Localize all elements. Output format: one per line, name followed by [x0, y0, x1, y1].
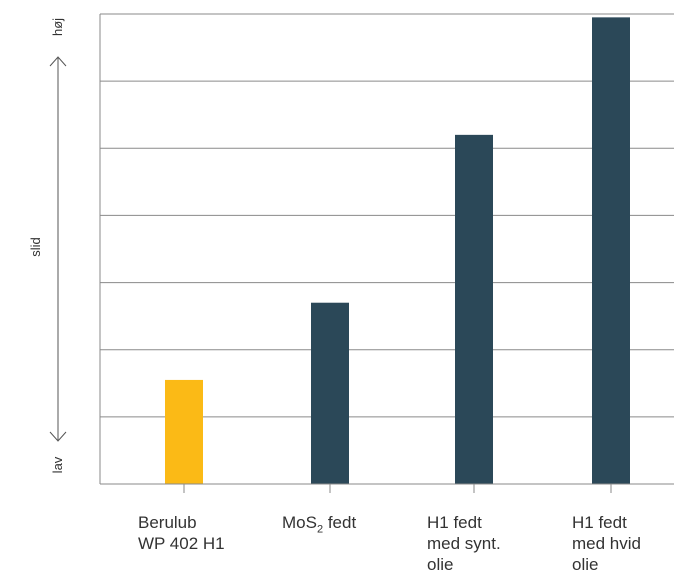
x-tick-label-line: olie	[427, 555, 454, 574]
x-tick-label-text: fedt	[323, 513, 357, 532]
x-tick-label-line: H1 fedt	[427, 513, 482, 532]
arrow-down-icon	[49, 431, 67, 442]
bar	[592, 17, 630, 484]
x-tick-label: H1 fedt med hvid olie	[572, 512, 641, 575]
x-tick-label-line: med synt.	[427, 534, 501, 553]
x-tick-label-line: WP 402 H1	[138, 534, 225, 553]
y-axis-low-label: lav	[50, 456, 65, 474]
x-tick-label: MoS2 fedt	[282, 512, 356, 540]
x-tick-label-line: med hvid	[572, 534, 641, 553]
x-tick-label-line: Berulub	[138, 513, 197, 532]
x-tick-label-line: olie	[572, 555, 599, 574]
y-range-arrow	[49, 56, 67, 442]
grid	[100, 13, 674, 418]
bar	[455, 134, 493, 484]
arrow-up-icon	[49, 56, 67, 67]
x-tick-label-line: MoS2 fedt	[282, 512, 356, 540]
bar	[165, 379, 203, 484]
bars	[165, 17, 630, 484]
bar	[311, 302, 349, 484]
x-tick-label-subscript: 2	[316, 523, 324, 536]
x-tick-label-line: H1 fedt	[572, 513, 627, 532]
y-axis-high-label: høj	[50, 17, 65, 36]
x-tick-label-text: MoS	[282, 513, 317, 532]
x-tick-label: Berulub WP 402 H1	[138, 512, 225, 554]
y-axis-label: slid	[28, 237, 43, 257]
x-tick-label: H1 fedt med synt. olie	[427, 512, 501, 575]
axes	[99, 14, 674, 493]
